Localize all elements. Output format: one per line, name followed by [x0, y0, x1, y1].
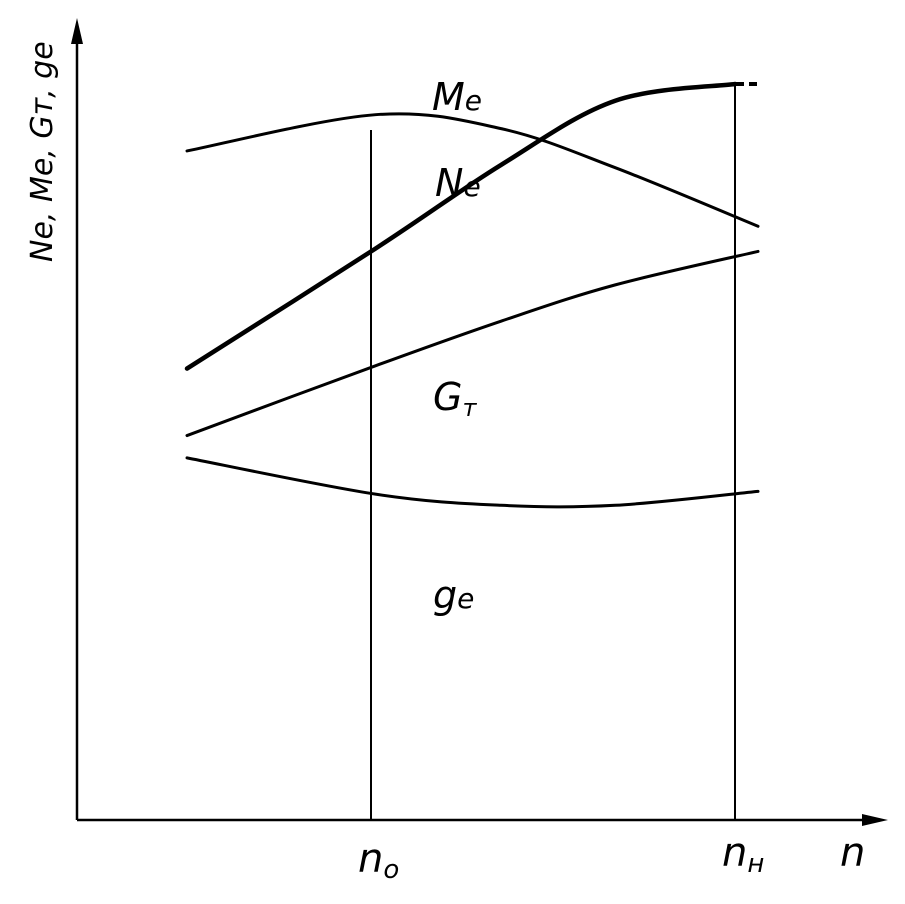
series-label-me-sub: e — [465, 84, 482, 117]
x-axis-arrow — [862, 814, 888, 826]
series-label-me-main: M — [432, 75, 465, 119]
series-label-ge: ge — [433, 573, 474, 617]
series-label-gt: Gт — [433, 375, 477, 422]
series-label-ne-main: N — [435, 161, 463, 205]
series-label-gt-main: G — [433, 375, 462, 419]
x-marker-nh: nн — [722, 830, 764, 879]
series-label-ge-sub: e — [457, 582, 474, 615]
y-axis-arrow — [71, 18, 83, 44]
series-label-ne: Ne — [435, 161, 481, 205]
series-line-me — [185, 112, 760, 228]
x-marker-nh-sub: н — [747, 849, 764, 879]
series-label-ne-sub: e — [463, 170, 480, 203]
series-label-gt-sub: т — [462, 394, 477, 422]
series-label-ge-main: g — [433, 573, 457, 617]
x-marker-nh-main: n — [722, 830, 747, 876]
x-marker-n0-main: n — [358, 836, 383, 882]
x-marker-n0-sub: o — [383, 855, 399, 885]
y-axis-label: Ne, Me, Gт, ge — [25, 41, 60, 262]
series-line-gt — [185, 249, 760, 438]
x-marker-n0: no — [358, 836, 399, 885]
series-line-ge — [185, 456, 760, 509]
series-line-ne — [184, 81, 738, 371]
series-label-me: Me — [432, 75, 482, 119]
x-axis-label: n — [840, 830, 865, 876]
